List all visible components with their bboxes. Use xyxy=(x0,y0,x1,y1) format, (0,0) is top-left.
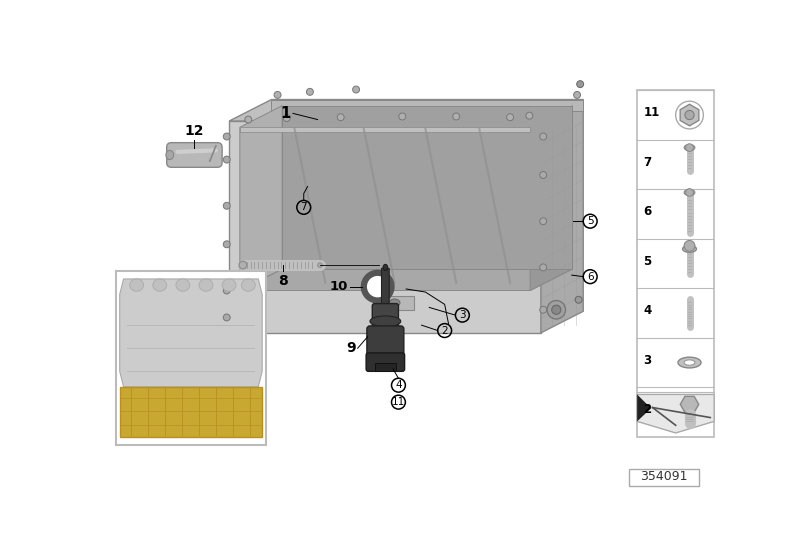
Text: 7: 7 xyxy=(643,156,651,169)
Polygon shape xyxy=(282,106,573,269)
Text: 4: 4 xyxy=(643,304,651,317)
Text: 10: 10 xyxy=(330,280,349,293)
Bar xyxy=(637,90,714,437)
Bar xyxy=(116,271,266,445)
Circle shape xyxy=(574,91,581,99)
Polygon shape xyxy=(271,100,583,111)
Circle shape xyxy=(453,113,460,120)
FancyBboxPatch shape xyxy=(372,304,398,333)
Text: 7: 7 xyxy=(301,202,307,212)
Text: 6: 6 xyxy=(643,205,651,218)
Circle shape xyxy=(552,305,561,314)
FancyBboxPatch shape xyxy=(382,268,390,308)
Ellipse shape xyxy=(684,189,695,195)
Bar xyxy=(120,387,262,437)
Circle shape xyxy=(686,189,694,197)
Circle shape xyxy=(306,88,314,95)
Circle shape xyxy=(686,144,694,151)
Text: 2: 2 xyxy=(442,325,448,335)
Circle shape xyxy=(318,263,322,268)
Bar xyxy=(375,296,414,310)
Ellipse shape xyxy=(199,279,213,291)
Circle shape xyxy=(353,86,359,93)
Polygon shape xyxy=(541,100,583,333)
Ellipse shape xyxy=(176,279,190,291)
Ellipse shape xyxy=(684,360,695,365)
Bar xyxy=(630,469,698,486)
Text: 3: 3 xyxy=(643,353,651,367)
Circle shape xyxy=(283,115,290,122)
Ellipse shape xyxy=(678,357,701,368)
Ellipse shape xyxy=(166,151,174,160)
Text: 5: 5 xyxy=(587,216,594,226)
Circle shape xyxy=(223,202,230,209)
Circle shape xyxy=(575,296,582,303)
Circle shape xyxy=(223,133,230,140)
Circle shape xyxy=(223,241,230,248)
Text: 354091: 354091 xyxy=(640,470,688,483)
Circle shape xyxy=(547,301,566,319)
Text: 11: 11 xyxy=(643,106,659,119)
Ellipse shape xyxy=(383,264,388,270)
FancyBboxPatch shape xyxy=(367,326,404,359)
Text: 3: 3 xyxy=(459,310,466,320)
Text: 12: 12 xyxy=(185,124,204,138)
Bar xyxy=(374,363,396,371)
FancyBboxPatch shape xyxy=(166,143,222,167)
Circle shape xyxy=(526,112,533,119)
Ellipse shape xyxy=(390,299,400,307)
Circle shape xyxy=(540,218,546,225)
Circle shape xyxy=(274,91,281,99)
Text: 9: 9 xyxy=(346,341,356,355)
Circle shape xyxy=(577,50,584,57)
Circle shape xyxy=(684,240,695,251)
Circle shape xyxy=(223,156,230,163)
Circle shape xyxy=(245,116,252,123)
Circle shape xyxy=(540,171,546,179)
Ellipse shape xyxy=(242,279,255,291)
Polygon shape xyxy=(229,100,583,121)
Circle shape xyxy=(399,113,406,120)
Ellipse shape xyxy=(222,279,236,291)
Polygon shape xyxy=(240,127,530,132)
Polygon shape xyxy=(680,104,699,126)
Circle shape xyxy=(540,306,546,313)
Polygon shape xyxy=(229,121,541,333)
Text: 5: 5 xyxy=(643,255,651,268)
Ellipse shape xyxy=(370,316,401,326)
Circle shape xyxy=(540,133,546,140)
Polygon shape xyxy=(637,394,651,422)
Text: 8: 8 xyxy=(278,274,288,288)
Polygon shape xyxy=(530,106,573,291)
Text: 2: 2 xyxy=(643,403,651,416)
Circle shape xyxy=(540,264,546,271)
Circle shape xyxy=(577,81,584,87)
Circle shape xyxy=(223,287,230,294)
Text: 1: 1 xyxy=(281,106,290,121)
Polygon shape xyxy=(240,106,282,291)
FancyBboxPatch shape xyxy=(366,353,405,371)
Ellipse shape xyxy=(682,245,697,253)
Circle shape xyxy=(223,314,230,321)
Circle shape xyxy=(239,261,246,269)
Circle shape xyxy=(506,114,514,121)
Ellipse shape xyxy=(684,144,695,151)
Text: 4: 4 xyxy=(395,380,402,390)
Ellipse shape xyxy=(130,279,143,291)
Circle shape xyxy=(685,110,694,120)
Text: 6: 6 xyxy=(587,272,594,282)
Circle shape xyxy=(338,114,344,121)
Polygon shape xyxy=(120,279,262,387)
Text: 11: 11 xyxy=(392,397,405,407)
Ellipse shape xyxy=(153,279,166,291)
Polygon shape xyxy=(240,269,573,291)
Polygon shape xyxy=(637,394,714,433)
Polygon shape xyxy=(680,396,698,412)
Circle shape xyxy=(364,273,391,301)
